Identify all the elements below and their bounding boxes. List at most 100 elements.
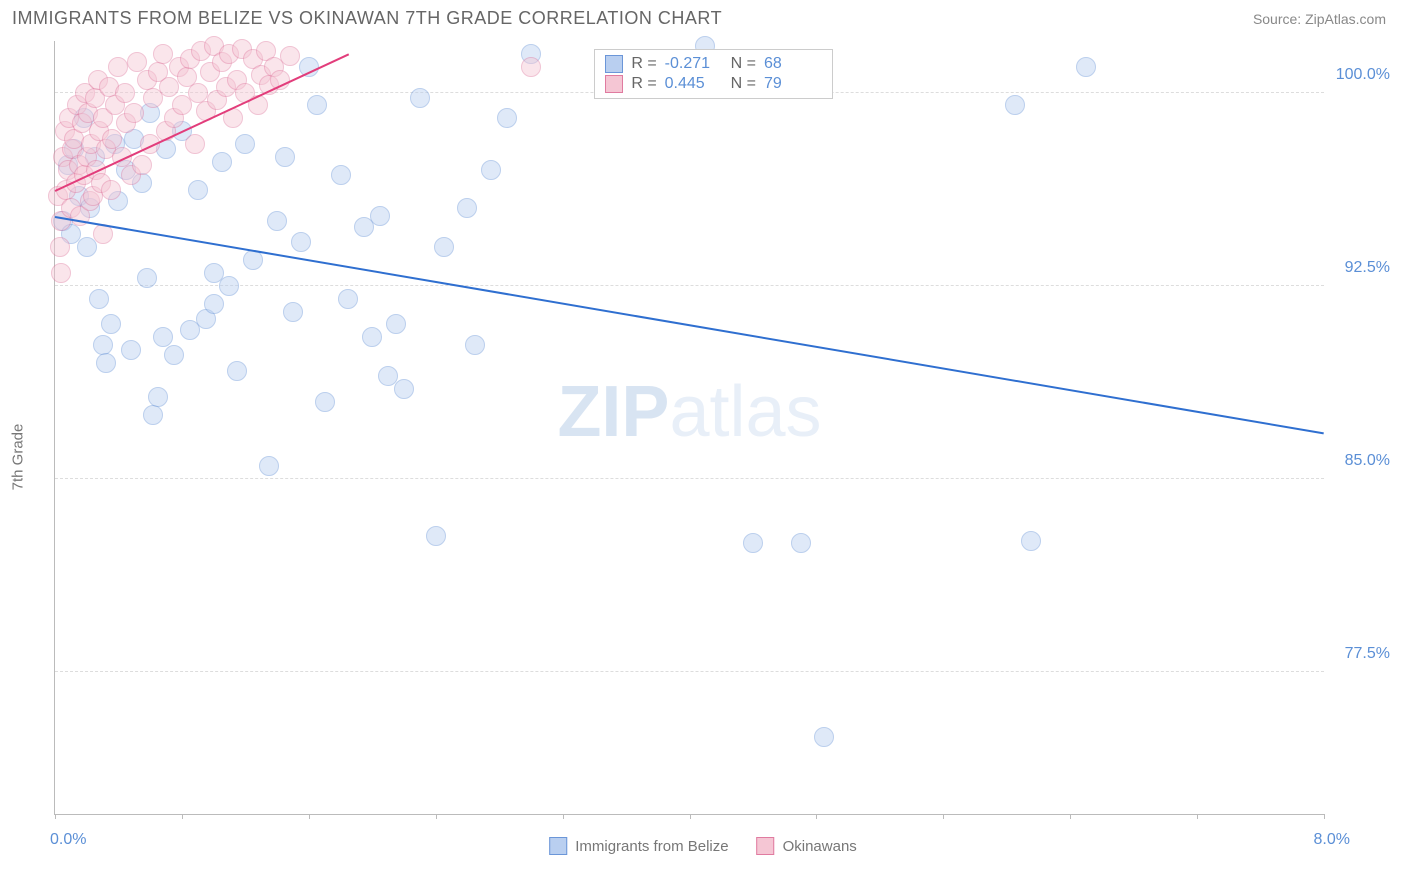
data-point — [188, 83, 208, 103]
data-point — [108, 57, 128, 77]
legend-label: Okinawans — [783, 838, 857, 855]
r-label: R = — [631, 55, 656, 73]
watermark: ZIPatlas — [557, 371, 821, 453]
watermark-light: atlas — [669, 372, 821, 452]
grid-line — [55, 671, 1324, 672]
stats-box: R = -0.271 N = 68 R = 0.445 N = 79 — [594, 49, 833, 99]
data-point — [148, 387, 168, 407]
data-point — [212, 152, 232, 172]
legend-swatch — [605, 55, 623, 73]
x-tick — [563, 814, 564, 819]
data-point — [93, 335, 113, 355]
data-point — [219, 276, 239, 296]
data-point — [497, 108, 517, 128]
data-point — [101, 314, 121, 334]
data-point — [51, 263, 71, 283]
data-point — [101, 180, 121, 200]
r-value: 0.445 — [665, 75, 723, 93]
trend-line — [55, 216, 1324, 434]
data-point — [280, 46, 300, 66]
x-tick — [816, 814, 817, 819]
data-point — [394, 379, 414, 399]
data-point — [331, 165, 351, 185]
x-tick — [1070, 814, 1071, 819]
data-point — [1021, 531, 1041, 551]
chart-title: IMMIGRANTS FROM BELIZE VS OKINAWAN 7TH G… — [12, 8, 722, 29]
chart-container: 7th Grade ZIPatlas 100.0%92.5%85.0%77.5%… — [12, 37, 1394, 877]
data-point — [434, 237, 454, 257]
data-point — [410, 88, 430, 108]
data-point — [121, 340, 141, 360]
data-point — [143, 405, 163, 425]
data-point — [1005, 95, 1025, 115]
data-point — [235, 134, 255, 154]
y-tick-label: 100.0% — [1336, 66, 1390, 84]
legend-item: Immigrants from Belize — [549, 837, 728, 855]
data-point — [370, 206, 390, 226]
data-point — [791, 533, 811, 553]
plot-area: ZIPatlas 100.0%92.5%85.0%77.5%R =-0.271N… — [54, 41, 1324, 815]
data-point — [307, 95, 327, 115]
data-point — [481, 160, 501, 180]
r-label: R = — [631, 75, 656, 93]
data-point — [386, 314, 406, 334]
n-value: 79 — [764, 75, 822, 93]
x-tick — [55, 814, 56, 819]
data-point — [185, 134, 205, 154]
x-tick — [1324, 814, 1325, 819]
data-point — [127, 52, 147, 72]
x-tick — [436, 814, 437, 819]
x-tick — [309, 814, 310, 819]
data-point — [457, 198, 477, 218]
data-point — [96, 353, 116, 373]
source-attribution: Source: ZipAtlas.com — [1253, 11, 1386, 27]
y-tick-label: 92.5% — [1345, 259, 1390, 277]
x-axis-min-label: 0.0% — [50, 831, 86, 849]
n-label: N = — [731, 75, 756, 93]
data-point — [153, 327, 173, 347]
data-point — [521, 57, 541, 77]
x-tick — [182, 814, 183, 819]
data-point — [204, 294, 224, 314]
watermark-bold: ZIP — [557, 372, 669, 452]
data-point — [291, 232, 311, 252]
data-point — [362, 327, 382, 347]
y-axis-label: 7th Grade — [10, 424, 27, 491]
bottom-legend: Immigrants from Belize Okinawans — [549, 837, 857, 855]
data-point — [338, 289, 358, 309]
stats-row: R = -0.271 N = 68 — [605, 54, 822, 74]
data-point — [814, 727, 834, 747]
data-point — [426, 526, 446, 546]
data-point — [137, 268, 157, 288]
data-point — [124, 103, 144, 123]
data-point — [115, 83, 135, 103]
data-point — [283, 302, 303, 322]
grid-line — [55, 478, 1324, 479]
data-point — [275, 147, 295, 167]
n-value: 68 — [764, 55, 822, 73]
data-point — [89, 289, 109, 309]
data-point — [159, 77, 179, 97]
data-point — [50, 237, 70, 257]
legend-swatch — [757, 837, 775, 855]
data-point — [259, 456, 279, 476]
stats-row: R = 0.445 N = 79 — [605, 74, 822, 94]
data-point — [164, 345, 184, 365]
data-point — [227, 361, 247, 381]
data-point — [267, 211, 287, 231]
legend-swatch — [605, 75, 623, 93]
data-point — [132, 155, 152, 175]
data-point — [102, 129, 122, 149]
data-point — [188, 180, 208, 200]
x-axis-max-label: 8.0% — [1314, 831, 1350, 849]
data-point — [315, 392, 335, 412]
x-tick — [1197, 814, 1198, 819]
legend-item: Okinawans — [757, 837, 857, 855]
legend-label: Immigrants from Belize — [575, 838, 728, 855]
legend-swatch — [549, 837, 567, 855]
data-point — [1076, 57, 1096, 77]
y-tick-label: 85.0% — [1345, 452, 1390, 470]
r-value: -0.271 — [665, 55, 723, 73]
grid-line — [55, 285, 1324, 286]
n-label: N = — [731, 55, 756, 73]
